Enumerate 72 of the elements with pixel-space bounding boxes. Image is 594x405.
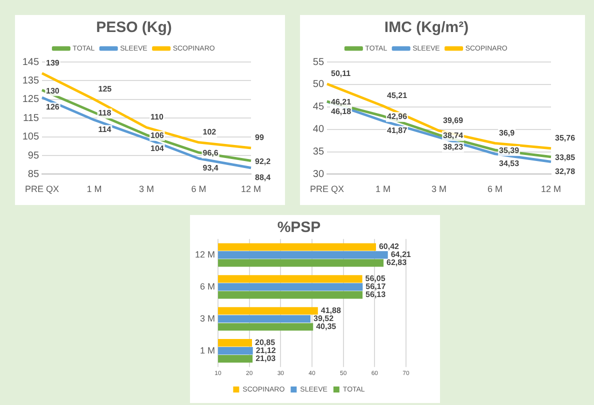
data-label: 46,21 <box>331 98 352 107</box>
data-label: 39,52 <box>314 314 334 324</box>
data-label: 96,6 <box>202 148 219 158</box>
y-tick-label: 115 <box>23 112 40 124</box>
x-tick-label: PRE QX <box>24 184 60 194</box>
data-label: 64,21 <box>390 250 412 260</box>
data-label: 126 <box>46 102 60 112</box>
y-tick-label: 145 <box>22 56 40 68</box>
x-tick-label: 1 M <box>86 184 102 194</box>
data-label: 38,23 <box>443 142 464 152</box>
data-label: 110 <box>150 112 164 122</box>
y-tick-label: 12 M <box>194 249 216 260</box>
data-label: 38,74 <box>443 131 464 140</box>
chart-title: %PSP <box>277 219 321 236</box>
y-tick-label: 40 <box>312 124 324 136</box>
data-label: 42,96 <box>387 112 408 122</box>
data-label: 56,05 <box>365 274 386 284</box>
data-label: 39,69 <box>443 116 464 125</box>
data-label: 106 <box>150 131 164 140</box>
data-label: 102 <box>202 128 217 137</box>
data-label: 130 <box>46 86 60 96</box>
data-label: 92,2 <box>255 156 272 166</box>
y-tick-label: 55 <box>312 56 324 68</box>
y-tick-label: 35 <box>312 146 324 158</box>
y-tick-label: 95 <box>28 150 40 162</box>
data-label: 40,35 <box>316 322 337 332</box>
data-label: 104 <box>150 144 164 153</box>
y-tick-label: 3 M <box>200 313 216 324</box>
data-label: 34,53 <box>499 159 520 168</box>
data-label: 50,11 <box>331 69 352 78</box>
data-label: 41,87 <box>387 126 408 136</box>
y-tick-label: 45 <box>312 102 324 113</box>
data-label: 33,85 <box>555 153 576 162</box>
y-tick-label: 125 <box>22 94 40 106</box>
y-tick-label: 6 M <box>200 281 216 292</box>
x-tick-label: 12 M <box>540 184 562 194</box>
x-tick-label: 6 M <box>191 184 206 194</box>
x-tick-label: PRE QX <box>310 184 344 194</box>
data-label: 60,42 <box>378 242 400 252</box>
data-label: 21,03 <box>256 354 276 364</box>
data-label: 20,85 <box>255 338 276 348</box>
x-tick-label: 1 M <box>375 184 391 194</box>
data-label: 36,9 <box>499 128 516 138</box>
data-label: 62,83 <box>386 258 408 268</box>
y-tick-label: 85 <box>28 168 40 180</box>
chart-title: IMC (Kg/m²) <box>384 19 469 36</box>
data-label: 35,39 <box>499 146 520 156</box>
y-tick-label: 30 <box>312 168 324 180</box>
x-tick-label: 3 M <box>138 184 154 194</box>
data-label: 35,76 <box>555 134 576 143</box>
data-label: 45,21 <box>387 91 408 100</box>
x-tick-label: 3 M <box>431 184 447 194</box>
y-tick-label: 105 <box>22 132 40 143</box>
data-label: 56,13 <box>366 290 386 300</box>
y-tick-label: 1 M <box>200 345 216 356</box>
y-tick-label: 50 <box>312 79 324 90</box>
data-label: 139 <box>46 58 60 68</box>
data-label: 118 <box>98 108 112 118</box>
data-label: 32,78 <box>555 166 576 176</box>
data-label: 88,4 <box>255 173 272 182</box>
x-tick-label: 6 M <box>487 184 503 194</box>
data-label: 93,4 <box>202 164 219 173</box>
data-label: 114 <box>98 125 112 134</box>
chart-title: PESO (Kg) <box>96 19 172 36</box>
data-label: 56,17 <box>366 282 386 292</box>
data-label: 46,18 <box>331 106 352 116</box>
x-tick-label: 12 M <box>240 184 262 194</box>
y-tick-label: 135 <box>22 75 40 86</box>
data-label: 21,12 <box>256 346 276 356</box>
data-label: 99 <box>255 133 264 142</box>
data-label: 41,88 <box>320 306 342 316</box>
data-label: 125 <box>98 84 112 94</box>
